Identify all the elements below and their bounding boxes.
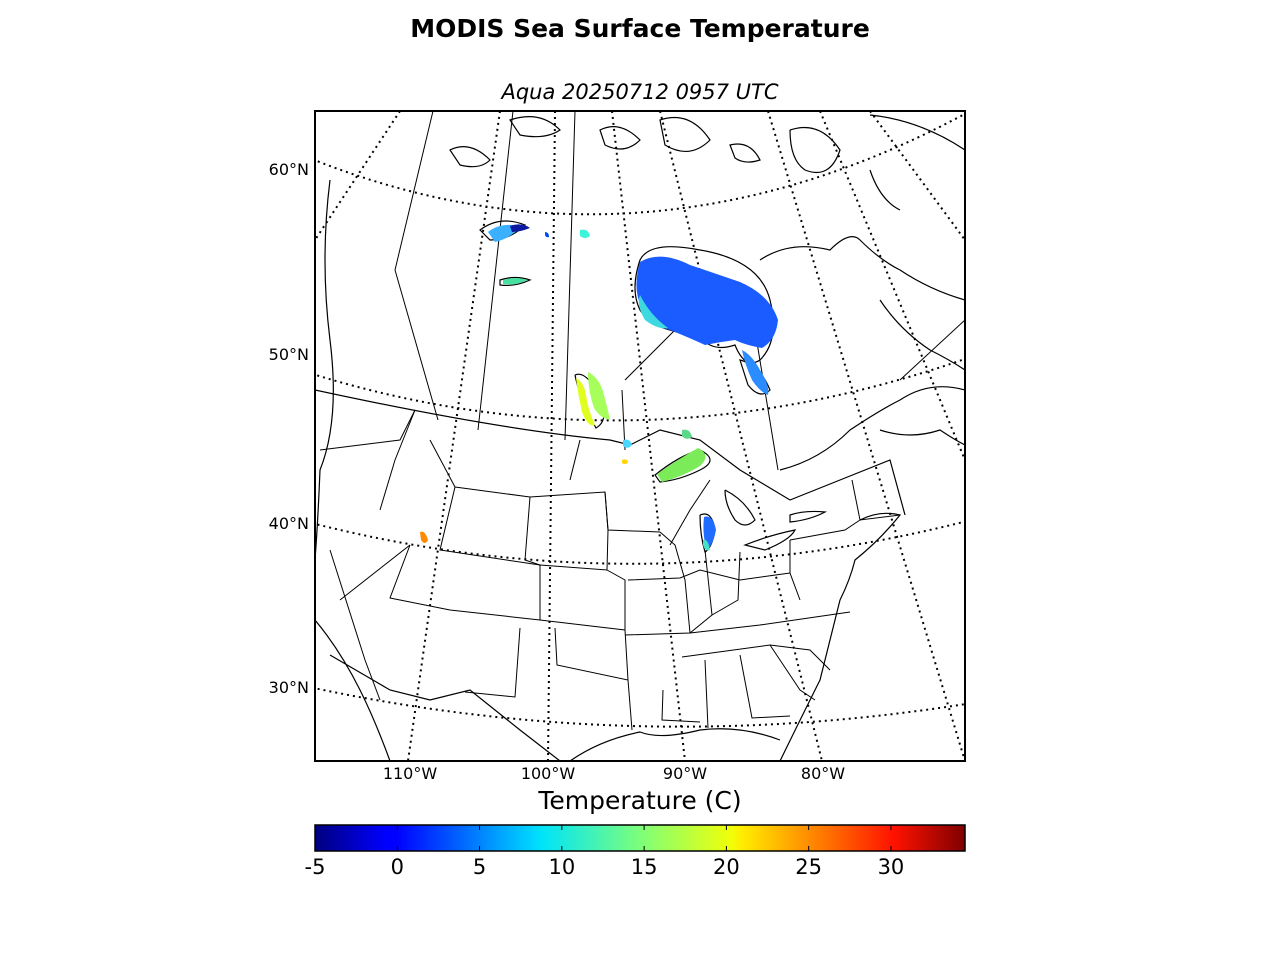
colorbar-tick-label: 15 — [630, 855, 658, 879]
meridian-100w — [547, 111, 556, 761]
lon-label-110w: 110°W — [382, 764, 438, 783]
mexico-border — [329, 654, 561, 761]
lake-superior — [654, 449, 711, 483]
meridian-60w — [819, 111, 965, 461]
meridian-70w — [767, 111, 965, 761]
hudson-strait-coast — [759, 236, 965, 301]
lon-label-100w: 100°W — [520, 764, 576, 783]
colorbar-tick-label: 20 — [713, 855, 740, 879]
sst-lake-winnipegosis — [576, 378, 595, 426]
meridian-120w — [315, 111, 401, 241]
graticule-meridians — [315, 111, 965, 761]
sst-great-salt-lake — [420, 531, 428, 543]
sst-hudson-bay-shelf — [638, 295, 668, 329]
parallel-30n — [315, 687, 965, 728]
sst-lake-of-woods — [623, 439, 632, 448]
chart-title: MODIS Sea Surface Temperature — [410, 14, 870, 43]
sst-lake-nipigon — [682, 429, 692, 439]
nova-scotia-coast — [879, 429, 965, 446]
sst-data — [420, 224, 778, 551]
chart-subtitle: Aqua 20250712 0957 UTC — [501, 80, 779, 104]
map-frame — [314, 110, 966, 762]
lake-erie — [743, 529, 797, 551]
colorbar-label: Temperature (C) — [538, 786, 742, 815]
lat-label-40n: 40°N — [268, 514, 309, 533]
colorbar-tick-label: 30 — [877, 855, 905, 879]
colorbar-frame — [314, 824, 966, 852]
graticule-parallels — [315, 112, 965, 728]
sst-lake-michigan-south — [703, 539, 710, 551]
sst-hudson-bay-east — [742, 350, 769, 395]
gulf-coast — [569, 728, 781, 761]
meridian-50w — [869, 111, 965, 241]
lake-athabasca — [499, 276, 532, 287]
sst-lake-superior — [657, 448, 706, 482]
meridian-90w — [611, 111, 686, 761]
sst-lake-winnipeg — [588, 372, 610, 420]
sst-great-slave-cold — [510, 224, 530, 232]
lon-label-90w: 90°W — [662, 764, 708, 783]
lat-label-60n: 60°N — [268, 160, 309, 179]
lon-label-80w: 80°W — [800, 764, 846, 783]
us-canada-border — [315, 389, 906, 516]
baja-coast — [315, 619, 391, 761]
gulf-st-lawrence-coast — [779, 386, 965, 471]
arctic-islands — [449, 146, 491, 168]
colorbar-tick-label: 5 — [472, 855, 487, 879]
sst-small-lake-2 — [580, 229, 590, 238]
sst-small-lake-1 — [545, 232, 549, 238]
meridian-80w — [659, 111, 823, 761]
parallel-40n — [315, 520, 965, 565]
lake-huron — [724, 489, 756, 526]
sst-athabasca — [503, 278, 528, 285]
sst-hudson-bay — [636, 256, 778, 348]
coastlines — [315, 114, 965, 761]
new-england-coast — [839, 512, 902, 601]
colorbar-tick-label: -5 — [304, 855, 326, 879]
labrador-coast — [879, 299, 965, 371]
lat-label-30n: 30°N — [268, 678, 309, 697]
atlantic-coast — [779, 599, 841, 761]
colorbar-tick-label: 0 — [390, 855, 404, 879]
colorbar-tick-label: 25 — [795, 855, 823, 879]
lat-label-50n: 50°N — [268, 345, 309, 364]
sst-small-lake-3 — [622, 459, 628, 464]
pacific-coast — [315, 179, 334, 561]
meridian-110w — [407, 111, 501, 761]
colorbar-tick-label: 10 — [548, 855, 576, 879]
lake-ontario — [789, 510, 828, 523]
colorbar-gradient — [315, 825, 965, 851]
state-borders — [319, 409, 901, 731]
country-borders — [315, 389, 906, 761]
